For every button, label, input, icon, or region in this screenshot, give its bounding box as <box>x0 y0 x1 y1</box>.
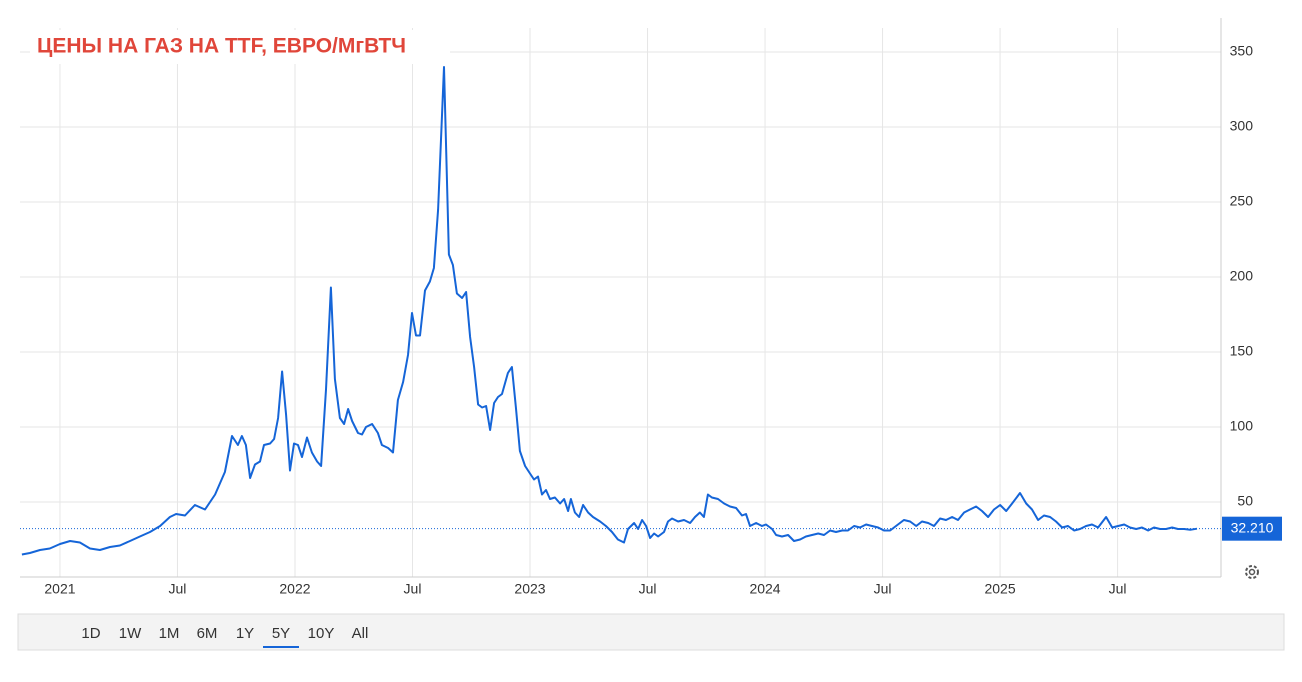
range-button[interactable]: 10Y <box>308 625 335 642</box>
y-tick-label: 100 <box>1230 418 1254 434</box>
current-value-label: 32.210 <box>1231 519 1274 535</box>
y-tick-label: 250 <box>1230 193 1254 209</box>
range-button[interactable]: All <box>352 625 369 642</box>
x-tick-label: Jul <box>169 581 187 597</box>
x-tick-label: Jul <box>639 581 657 597</box>
x-tick-label: 2025 <box>984 581 1015 597</box>
range-button[interactable]: 1W <box>119 625 142 642</box>
x-tick-label: Jul <box>404 581 422 597</box>
x-tick-label: Jul <box>874 581 892 597</box>
range-bar <box>17 613 1285 651</box>
y-tick-label: 300 <box>1230 118 1254 134</box>
y-tick-label: 150 <box>1230 343 1254 359</box>
y-tick-label: 350 <box>1230 43 1254 59</box>
x-tick-label: 2024 <box>749 581 780 597</box>
price-line <box>21 66 1198 556</box>
y-tick-label: 50 <box>1237 493 1253 509</box>
x-tick-label: 2022 <box>279 581 310 597</box>
settings-icon[interactable] <box>1245 565 1259 579</box>
range-button[interactable]: 1M <box>159 625 180 642</box>
range-button[interactable]: 6M <box>197 625 218 642</box>
range-button[interactable]: 1Y <box>236 625 254 642</box>
current-value-tag <box>1222 516 1282 541</box>
x-tick-label: Jul <box>1109 581 1127 597</box>
range-button[interactable]: 1D <box>81 625 100 642</box>
x-tick-label: 2021 <box>44 581 75 597</box>
chart-title: ЦЕНЫ НА ГАЗ НА TTF, ЕВРО/МгВТЧ <box>37 35 406 58</box>
x-tick-label: 2023 <box>514 581 545 597</box>
y-tick-label: 200 <box>1230 268 1254 284</box>
range-button[interactable]: 5Y <box>272 625 290 642</box>
title-background <box>30 30 450 64</box>
